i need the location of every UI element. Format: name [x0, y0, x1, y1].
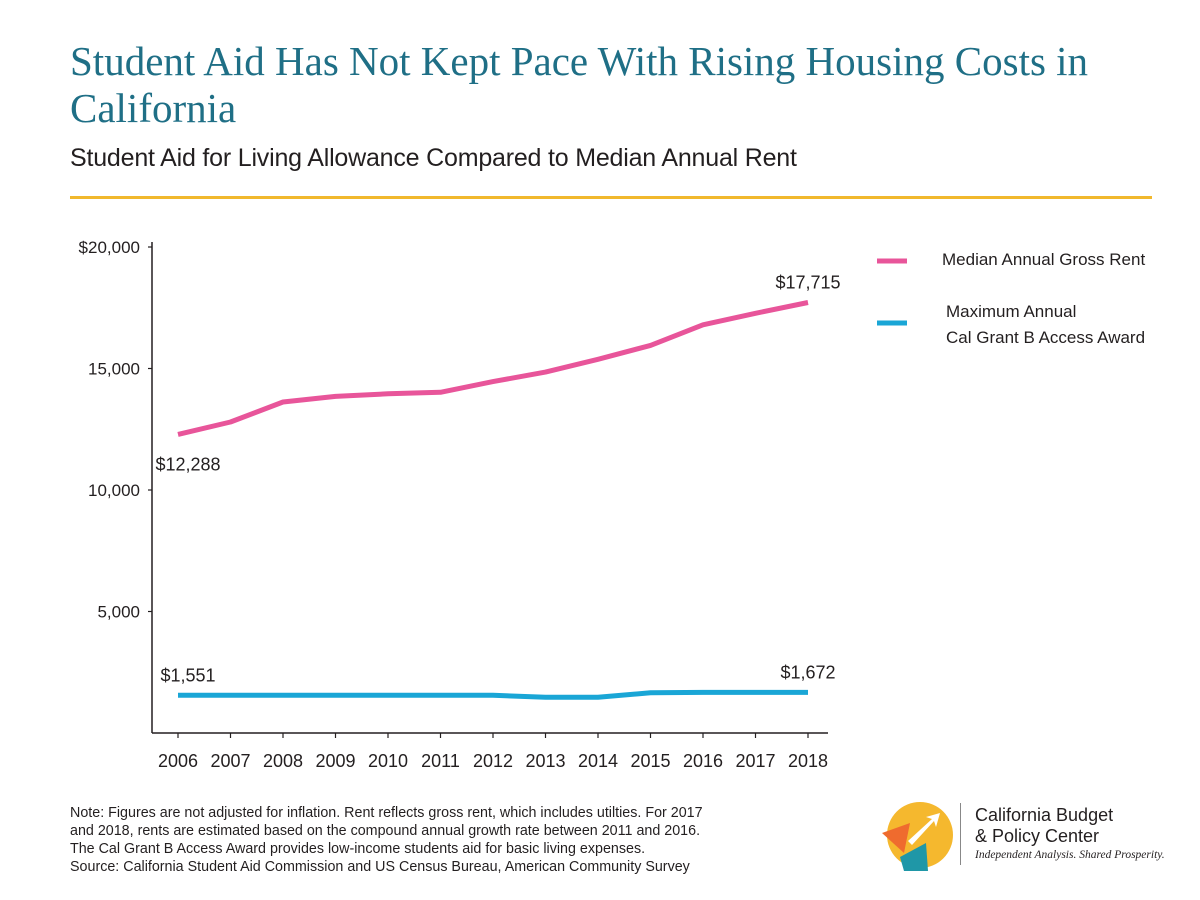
logo-orange-shape: [882, 823, 910, 853]
note-line: and 2018, rents are estimated based on t…: [70, 823, 701, 839]
logo-tagline: Independent Analysis. Shared Prosperity.: [975, 849, 1165, 861]
chart-subtitle: Student Aid for Living Allowance Compare…: [70, 144, 797, 172]
legend-label-rent: Median Annual Gross Rent: [942, 250, 1145, 269]
x-tick-label: 2009: [315, 751, 355, 771]
x-tick-label: 2011: [421, 751, 460, 771]
x-tick-label: 2016: [683, 751, 723, 771]
x-tick-label: 2012: [473, 751, 513, 771]
y-tick-label: 5,000: [97, 603, 140, 622]
series-line-cal-grant: [178, 689, 808, 700]
y-tick-label: $20,000: [79, 238, 140, 257]
logo-divider: [960, 803, 961, 865]
x-tick-label: 2014: [578, 751, 618, 771]
x-tick-label: 2015: [630, 751, 670, 771]
logo-teal-shape: [900, 843, 928, 871]
page-title: Student Aid Has Not Kept Pace With Risin…: [70, 38, 1089, 131]
data-label: $17,715: [775, 273, 840, 293]
title-divider: [70, 196, 1152, 199]
note-line: Note: Figures are not adjusted for infla…: [70, 805, 703, 821]
x-tick-label: 2013: [525, 751, 565, 771]
data-label: $1,551: [160, 665, 215, 685]
note-line: The Cal Grant B Access Award provides lo…: [70, 841, 646, 857]
logo-mark-icon: [882, 802, 953, 871]
logo-name: California Budget & Policy Center: [975, 805, 1113, 847]
data-label: $1,672: [780, 662, 835, 682]
x-tick-label: 2008: [263, 751, 303, 771]
y-tick-label: 10,000: [88, 481, 140, 500]
logo-name-line1: California Budget: [975, 805, 1114, 825]
x-tick-label: 2006: [158, 751, 198, 771]
series-line-rent: [177, 300, 809, 437]
chart-notes: Note: Figures are not adjusted for infla…: [70, 804, 850, 876]
x-tick-label: 2007: [210, 751, 250, 771]
line-chart: $20,000 15,000 10,000 5,000 2006 2007 2008 2009…: [79, 238, 1146, 771]
x-tick-label: 2018: [788, 751, 828, 771]
y-tick-label: 15,000: [88, 360, 140, 379]
x-tick-label: 2010: [368, 751, 408, 771]
logo-name-line2: & Policy Center: [975, 826, 1100, 846]
source-line: Source: California Student Aid Commissio…: [70, 859, 690, 875]
logo-arrow: [908, 813, 940, 845]
legend-label-cal-grant-line2: Cal Grant B Access Award: [946, 328, 1145, 347]
data-label: $12,288: [155, 454, 220, 474]
legend-label-cal-grant-line1: Maximum Annual: [946, 302, 1076, 321]
x-tick-label: 2017: [735, 751, 775, 771]
cbpc-logo: California Budget & Policy Center Indepe…: [870, 795, 1165, 875]
